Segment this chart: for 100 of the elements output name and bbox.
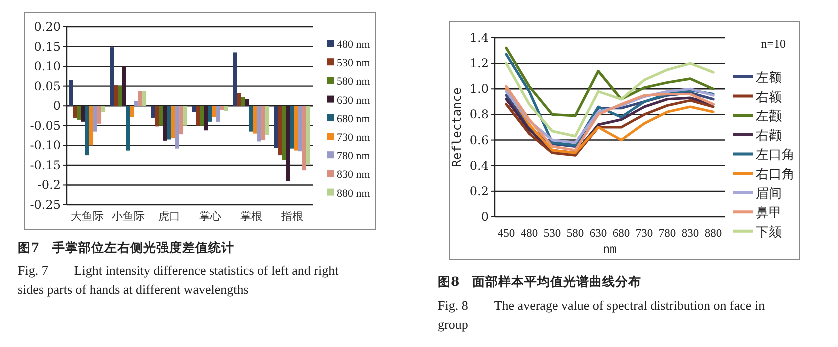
legend-label: 右颧: [756, 128, 782, 144]
x-tick-label: 指根: [280, 210, 304, 223]
y-tick-label: 0.8: [470, 108, 489, 122]
x-tick-label: 830: [682, 228, 700, 240]
bar: [294, 106, 299, 151]
bar: [73, 106, 78, 118]
bar: [151, 106, 156, 118]
text: n=10: [761, 37, 786, 51]
y-tick-label: 0.6: [470, 133, 489, 148]
x-tick-label: 虎口: [158, 210, 180, 223]
y-tick-label: 1.0: [470, 82, 489, 96]
bar: [138, 91, 143, 106]
text: 图8 面部样本平均值光谱曲线分布: [438, 274, 642, 291]
y-tick-label: 0.2: [470, 184, 489, 198]
text: 图7 手掌部位左右侧光强度差值统计: [18, 240, 235, 257]
legend-label: 鼻甲: [756, 206, 782, 222]
bar: [155, 106, 160, 127]
bar: [159, 106, 164, 126]
bar: [176, 106, 180, 149]
y-tick-label: 0: [481, 210, 489, 224]
bar: [224, 106, 229, 112]
bar: [134, 100, 139, 106]
y-tick-label: 0: [53, 99, 61, 114]
y-tick-label: 0.15: [34, 40, 61, 54]
legend-label: 右额: [756, 90, 782, 106]
line-series: [505, 62, 715, 138]
legend-label: 右口角: [756, 168, 795, 182]
y-tick-label: 0.05: [34, 79, 61, 94]
bar: [94, 106, 98, 132]
legend-label: 830 nm: [337, 169, 371, 182]
bar: [81, 106, 86, 122]
x-tick-label: 780: [658, 228, 676, 240]
bar: [282, 106, 286, 160]
bar: [212, 106, 217, 118]
bar: [98, 106, 102, 124]
bar: [278, 106, 282, 156]
bar: [69, 80, 74, 106]
legend-label: 630 nm: [337, 94, 371, 107]
bar: [77, 106, 82, 120]
bar: [302, 106, 307, 171]
y-axis-title: Reflectance: [450, 88, 464, 168]
x-tick-label: 大鱼际: [71, 210, 104, 223]
legend-label: 730 nm: [337, 132, 371, 144]
legend-label: 下颏: [756, 225, 782, 240]
legend-label: 680 nm: [337, 113, 371, 126]
x-tick-label: 680: [612, 228, 630, 240]
bar: [126, 106, 131, 151]
bar: [172, 106, 176, 139]
bar: [249, 106, 254, 132]
bar: [192, 106, 196, 112]
x-tick-label: 480: [520, 228, 538, 240]
caption: Fig. 8 The average value of spectral distribution on face in group: [438, 297, 766, 334]
bar: [163, 106, 168, 141]
bar: [274, 106, 278, 148]
y-tick-label: -0.15: [30, 158, 61, 172]
legend-label: 左额: [756, 71, 782, 86]
bar: [237, 93, 242, 106]
bar: [102, 106, 106, 112]
bar: [233, 52, 238, 106]
x-tick-label: 530: [544, 228, 562, 240]
bar: [220, 106, 225, 110]
bar: [266, 106, 270, 135]
y-tick-label: -0.05: [30, 118, 61, 133]
bar: [298, 106, 303, 152]
y-tick-label: -0.2: [38, 178, 61, 192]
bar: [286, 106, 290, 182]
bar: [142, 91, 147, 106]
x-tick-label: 小鱼际: [112, 210, 145, 223]
bar: [184, 106, 188, 126]
bar: [208, 106, 213, 122]
bar: [200, 106, 204, 126]
legend-label: 580 nm: [337, 76, 371, 88]
caption: Fig. 7 Light intensity difference statistics of left and right sides parts of hands at different wavelengths: [18, 262, 340, 299]
x-tick-label: 掌根: [240, 210, 262, 223]
bar: [180, 106, 184, 135]
bar: [90, 106, 94, 146]
x-tick-label: 880: [704, 228, 722, 240]
bar: [130, 106, 135, 118]
bar: [85, 106, 90, 156]
y-tick-label: 1.2: [470, 56, 489, 71]
legend-label: 880 nm: [337, 188, 371, 200]
y-tick-label: -0.10: [30, 138, 61, 153]
bar: [290, 106, 295, 149]
legend-label: 眉间: [756, 186, 782, 202]
bar: [262, 106, 266, 141]
y-tick-label: 0.10: [34, 60, 61, 74]
bar: [118, 86, 122, 106]
x-tick-label: 450: [498, 228, 516, 240]
legend-label: 480 nm: [337, 39, 371, 51]
bar: [245, 98, 250, 106]
bar: [114, 86, 118, 106]
bar: [167, 106, 172, 140]
x-tick-label: 580: [566, 228, 584, 240]
bar: [122, 66, 126, 106]
bar: [216, 106, 221, 122]
bar: [110, 48, 114, 106]
x-tick-label: 730: [636, 228, 654, 240]
y-tick-label: 0.4: [470, 158, 490, 173]
bar: [196, 106, 200, 126]
bar: [306, 106, 311, 165]
